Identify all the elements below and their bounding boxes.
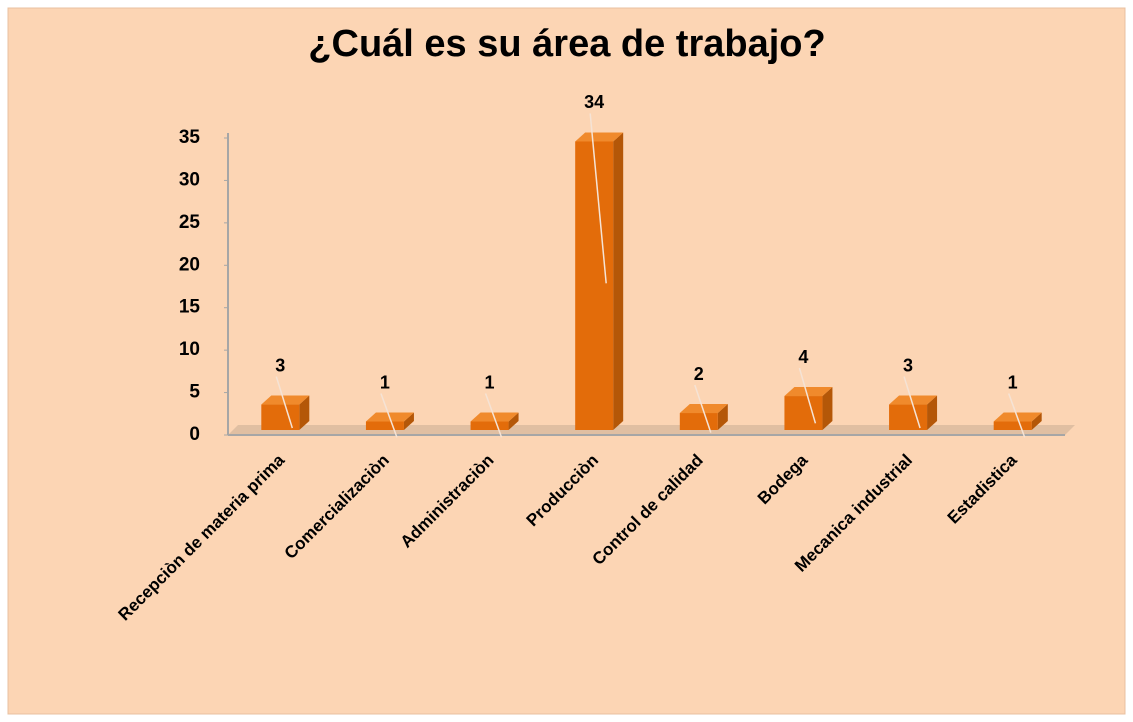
bar-front: [889, 404, 928, 430]
value-label: 1: [1008, 372, 1018, 392]
bar-front: [679, 413, 718, 430]
bar-front: [365, 421, 404, 430]
leader-line: [484, 393, 503, 438]
leader-line: [694, 384, 712, 433]
leader-line: [589, 113, 607, 284]
y-tick-label: 15: [179, 297, 201, 318]
y-tick-label: 20: [179, 254, 200, 275]
bar-top: [575, 132, 624, 142]
leader-line: [275, 376, 294, 429]
value-label: 2: [694, 364, 704, 384]
bar-side: [403, 412, 414, 430]
bar-side: [299, 395, 310, 430]
bar: [993, 412, 1042, 430]
bar: [784, 387, 833, 430]
leader-line: [1007, 393, 1026, 438]
value-label: 34: [584, 92, 604, 112]
leader-line: [903, 376, 921, 429]
bar: [889, 395, 938, 430]
y-tick-label: 5: [189, 382, 200, 403]
bar: [261, 395, 310, 430]
bar: [470, 412, 519, 430]
bar-side: [508, 412, 519, 430]
y-tick-label: 0: [189, 424, 200, 445]
value-label: 3: [275, 355, 285, 375]
bar-front: [261, 404, 300, 430]
y-tick-label: 10: [179, 339, 200, 360]
bar-front: [575, 141, 614, 430]
bar-top: [679, 404, 728, 414]
bar-side: [927, 395, 938, 430]
bar-front: [784, 396, 823, 430]
y-tick-label: 25: [179, 212, 201, 233]
bar: [365, 412, 414, 430]
y-tick-label: 35: [179, 127, 201, 148]
bar: [679, 404, 728, 430]
y-tick-label: 30: [179, 169, 200, 190]
value-label: 4: [798, 347, 808, 367]
bar-front: [470, 421, 509, 430]
leader-line: [380, 393, 398, 438]
value-label: 1: [380, 372, 390, 392]
bar-top: [784, 387, 833, 397]
bar-side: [822, 387, 833, 430]
bar-top: [261, 395, 310, 405]
bar-top: [889, 395, 938, 405]
chart-background: [7, 7, 1126, 715]
bar-side: [717, 404, 728, 430]
bar-side: [613, 132, 624, 430]
value-label: 1: [485, 372, 495, 392]
value-label: 3: [903, 355, 913, 375]
bar: [575, 132, 624, 430]
bar-front: [993, 421, 1032, 430]
leader-line: [798, 367, 817, 424]
floor: [228, 425, 1075, 435]
chart-title: ¿Cuál es su área de trabajo?: [308, 23, 825, 65]
bar-side: [1031, 412, 1042, 430]
